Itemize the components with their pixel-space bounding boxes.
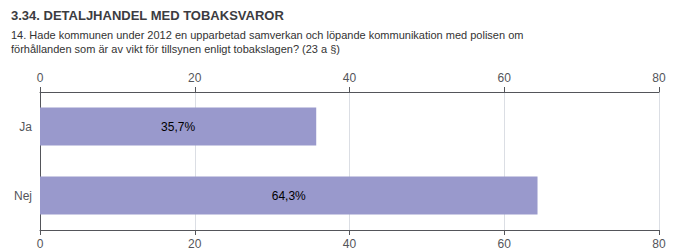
svg-text:40: 40 <box>343 237 357 251</box>
svg-text:60: 60 <box>498 237 512 251</box>
svg-text:80: 80 <box>652 71 666 85</box>
svg-text:40: 40 <box>343 71 357 85</box>
svg-text:Nej: Nej <box>14 189 32 203</box>
svg-text:80: 80 <box>652 237 666 251</box>
svg-text:20: 20 <box>188 71 202 85</box>
svg-text:Ja: Ja <box>19 120 32 134</box>
svg-text:64,3%: 64,3% <box>272 189 306 203</box>
svg-text:35,7%: 35,7% <box>161 120 195 134</box>
svg-text:förhållanden som är av vikt fö: förhållanden som är av vikt för tillsyne… <box>11 43 340 55</box>
svg-text:20: 20 <box>188 237 202 251</box>
svg-text:60: 60 <box>498 71 512 85</box>
svg-text:0: 0 <box>37 237 44 251</box>
svg-text:3.34. DETALJHANDEL MED TOBAKSV: 3.34. DETALJHANDEL MED TOBAKSVAROR <box>11 8 284 23</box>
svg-text:0: 0 <box>37 71 44 85</box>
svg-text:14. Hade kommunen under 2012 e: 14. Hade kommunen under 2012 en upparbet… <box>11 29 523 41</box>
